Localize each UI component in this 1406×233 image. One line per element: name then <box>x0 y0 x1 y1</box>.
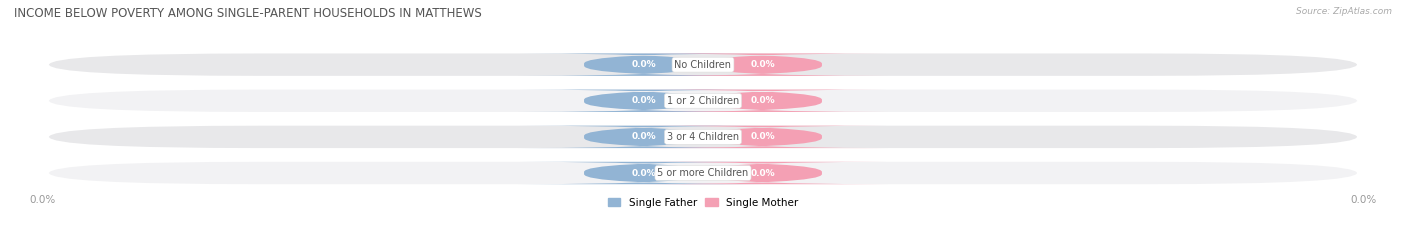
FancyBboxPatch shape <box>517 126 769 148</box>
FancyBboxPatch shape <box>517 53 769 76</box>
FancyBboxPatch shape <box>517 89 769 112</box>
Text: 5 or more Children: 5 or more Children <box>658 168 748 178</box>
Text: 3 or 4 Children: 3 or 4 Children <box>666 132 740 142</box>
Text: 0.0%: 0.0% <box>631 60 655 69</box>
Text: 0.0%: 0.0% <box>751 132 775 141</box>
FancyBboxPatch shape <box>637 162 889 184</box>
Text: 0.0%: 0.0% <box>631 132 655 141</box>
Text: 1 or 2 Children: 1 or 2 Children <box>666 96 740 106</box>
Text: 0.0%: 0.0% <box>631 96 655 105</box>
Text: INCOME BELOW POVERTY AMONG SINGLE-PARENT HOUSEHOLDS IN MATTHEWS: INCOME BELOW POVERTY AMONG SINGLE-PARENT… <box>14 7 482 20</box>
Text: 0.0%: 0.0% <box>751 168 775 178</box>
FancyBboxPatch shape <box>49 89 1357 112</box>
FancyBboxPatch shape <box>637 126 889 148</box>
Text: 0.0%: 0.0% <box>751 60 775 69</box>
Legend: Single Father, Single Mother: Single Father, Single Mother <box>603 194 803 212</box>
FancyBboxPatch shape <box>517 162 769 184</box>
Text: 0.0%: 0.0% <box>631 168 655 178</box>
FancyBboxPatch shape <box>637 53 889 76</box>
FancyBboxPatch shape <box>637 89 889 112</box>
FancyBboxPatch shape <box>49 162 1357 184</box>
FancyBboxPatch shape <box>49 126 1357 148</box>
Text: Source: ZipAtlas.com: Source: ZipAtlas.com <box>1296 7 1392 16</box>
Text: 0.0%: 0.0% <box>751 96 775 105</box>
FancyBboxPatch shape <box>49 53 1357 76</box>
Text: No Children: No Children <box>675 60 731 70</box>
